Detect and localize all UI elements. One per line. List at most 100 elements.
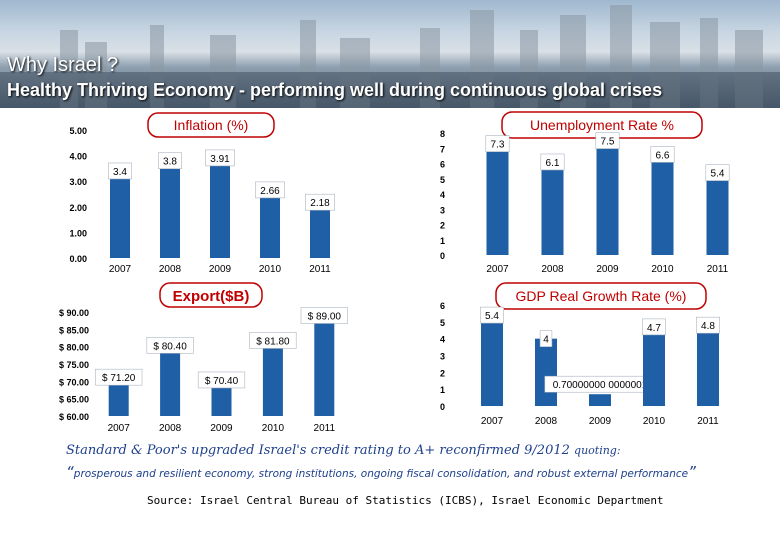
unemployment-x-label: 2008 <box>541 264 564 275</box>
gdp-bar-2007 <box>481 315 503 406</box>
gdp-bar-2008 <box>535 338 557 406</box>
export-y-tick: $ 90.00 <box>59 308 89 318</box>
inflation-y-tick: 2.00 <box>69 203 87 213</box>
inflation-data-label: 2.66 <box>260 186 280 197</box>
export-bar-2010 <box>262 340 283 416</box>
export-x-label: 2009 <box>210 423 233 434</box>
export-title: Export($B) <box>173 288 250 305</box>
unemployment-bar-2007 <box>486 143 509 255</box>
export-data-label-group: $ 71.20 <box>95 368 143 386</box>
quoting-label: quoting: <box>574 444 621 457</box>
gdp-bar-2011 <box>697 325 719 406</box>
inflation-data-label-group: 3.4 <box>108 162 133 180</box>
gdp-y-tick: 1 <box>440 385 445 395</box>
unemployment-y-tick: 8 <box>440 129 445 139</box>
export-data-label-group: $ 80.40 <box>146 336 194 354</box>
export-y-tick: $ 70.00 <box>59 377 89 387</box>
unemployment-y-tick: 5 <box>440 175 445 185</box>
inflation-bar-2009 <box>210 157 230 258</box>
unemployment-y-tick: 3 <box>440 205 445 215</box>
unemployment-y-tick: 4 <box>440 190 445 200</box>
export-bar-2008 <box>160 345 181 416</box>
unemployment-x-label: 2010 <box>651 264 674 275</box>
unemployment-data-label-group: 5.4 <box>705 164 730 181</box>
export-plot: $ 60.00 $ 65.00 $ 70.00 $ 75.00 $ 80.00 $ 85.… <box>59 307 348 434</box>
inflation-data-label-box <box>255 181 285 199</box>
inflation-data-label-box <box>158 152 183 170</box>
export-data-label: $ 70.40 <box>205 376 239 387</box>
page-title: Why Israel ? <box>7 54 119 76</box>
gdp-data-label-group: 4 <box>539 330 553 347</box>
unemployment-chart: Unemployment Rate % 0 1 2 3 4 5 6 7 8 2007 7.3 2008… <box>440 111 730 275</box>
gdp-x-label: 2009 <box>589 416 612 427</box>
export-data-label: $ 81.80 <box>256 336 290 347</box>
city-skyline-image <box>0 5 780 108</box>
inflation-y-tick: 0.00 <box>69 254 87 264</box>
unemployment-data-label: 7.3 <box>491 140 505 151</box>
gdp-x-label: 2011 <box>697 416 719 427</box>
export-title-box <box>159 282 263 308</box>
export-chart: Export($B) $ 60.00$ 65.00$ 70.00$ 75.00$… <box>59 282 348 434</box>
inflation-bar-2007 <box>110 170 130 258</box>
header-banner: Why Israel ? Healthy Thriving Economy - … <box>0 0 780 108</box>
gdp-data-label: 4 <box>543 335 549 346</box>
export-data-label-box <box>197 371 246 389</box>
gdp-y-tick: 2 <box>440 368 445 378</box>
export-bar-2007 <box>108 377 129 416</box>
gdp-x-label: 2007 <box>481 416 504 427</box>
inflation-data-label: 3.4 <box>113 167 127 178</box>
gdp-y-tick: 6 <box>440 301 445 311</box>
unemployment-plot: 0 1 2 3 4 5 6 7 8 2007 7.3 2008 6.1 2009 7.5 2010 6.6 201… <box>440 129 730 275</box>
inflation-bar-2011 <box>310 202 330 258</box>
unemployment-data-label-group: 7.5 <box>595 132 620 149</box>
export-data-label: $ 80.40 <box>153 341 187 352</box>
unemployment-data-label-group: 7.3 <box>485 135 510 152</box>
inflation-data-label-group: 2.18 <box>305 193 335 211</box>
unemployment-data-label-box <box>485 135 510 152</box>
gdp-x-label: 2010 <box>643 416 666 427</box>
gdp-data-label: 4.8 <box>701 321 715 332</box>
export-x-label: 2011 <box>314 423 336 434</box>
export-data-label: $ 89.00 <box>308 311 342 322</box>
inflation-y-tick: 4.00 <box>69 152 87 162</box>
inflation-data-label-group: 3.8 <box>158 152 183 170</box>
export-data-label-box <box>146 336 194 354</box>
inflation-y-tick: 3.00 <box>69 177 87 187</box>
inflation-y-tick: 5.00 <box>69 126 87 136</box>
export-data-label: $ 71.20 <box>102 373 136 384</box>
export-bar-2011 <box>314 315 335 416</box>
export-x-label: 2008 <box>159 423 182 434</box>
credit-rating-statement: Standard & Poor's upgraded Israel's cred… <box>66 443 621 458</box>
gdp-y-tick: 4 <box>440 335 445 345</box>
export-data-label-group: $ 89.00 <box>300 307 348 324</box>
rating-quote-text: prosperous and resilient economy, strong… <box>73 468 689 480</box>
gdp-chart: GDP Real Growth Rate (%) 0 1 2 3 4 5 6 2007 5.4 2… <box>440 282 720 427</box>
unemployment-data-label: 5.4 <box>711 169 725 180</box>
gdp-data-label: 5.4 <box>485 311 499 322</box>
gdp-data-label: 0.70000000 0000001 <box>553 380 648 391</box>
inflation-x-label: 2008 <box>159 264 182 275</box>
unemployment-data-label-box <box>705 164 730 181</box>
inflation-x-label: 2011 <box>309 264 331 275</box>
unemployment-y-tick: 2 <box>440 221 445 231</box>
inflation-data-label-box <box>108 162 133 180</box>
unemployment-data-label: 7.5 <box>601 137 615 148</box>
unemployment-bar-2008 <box>541 161 564 255</box>
export-y-tick: $ 60.00 <box>59 412 89 422</box>
inflation-bar-2010 <box>260 189 280 258</box>
inflation-chart: Inflation (%) 0.00 1.00 2.00 3.00 4.00 5.00 20… <box>69 112 335 275</box>
export-y-tick: $ 65.00 <box>59 395 89 405</box>
export-x-label: 2010 <box>262 423 285 434</box>
unemployment-y-tick: 7 <box>440 144 445 154</box>
gdp-y-tick: 5 <box>440 318 445 328</box>
gdp-x-label: 2008 <box>535 416 558 427</box>
inflation-data-label-group: 3.91 <box>205 149 235 167</box>
credit-rating-text: Standard & Poor's upgraded Israel's cred… <box>66 443 570 458</box>
unemployment-data-label: 6.1 <box>546 158 560 169</box>
gdp-y-tick: 0 <box>440 402 445 412</box>
inflation-data-label-box <box>205 149 235 167</box>
gdp-data-label-group: 0.70000000 0000001 <box>544 375 656 393</box>
export-y-tick: $ 80.00 <box>59 343 89 353</box>
rating-quote: “prosperous and resilient economy, stron… <box>66 463 696 481</box>
export-data-label-group: $ 81.80 <box>249 332 297 349</box>
